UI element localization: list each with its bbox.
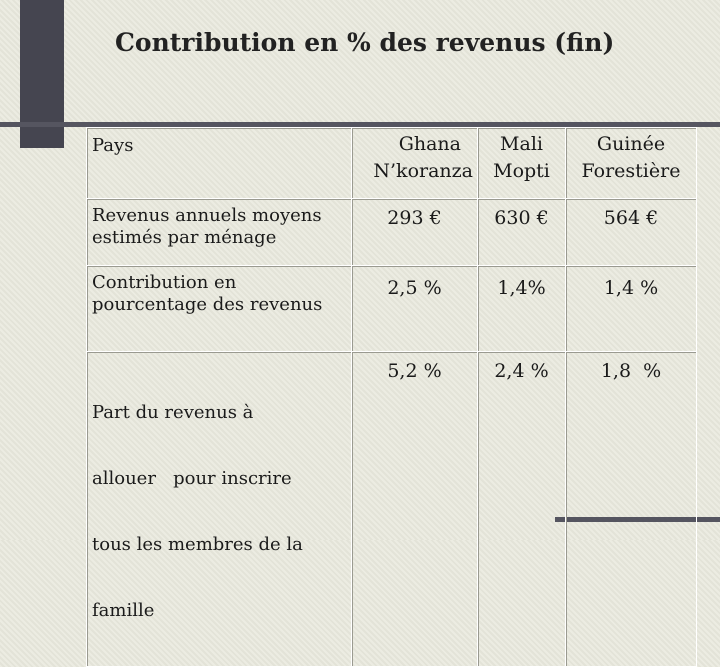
column-header-line2: N’koranza — [373, 160, 473, 182]
cell-value: 1,4 % — [603, 277, 659, 299]
row-label-line: allouer pour inscrire — [92, 468, 292, 489]
header-cell-guinee: Guinée Forestière — [565, 127, 697, 199]
header-cell-mali: Mali Mopti — [477, 127, 566, 199]
table-row: Contribution en pourcentage des revenus … — [86, 265, 697, 352]
column-header-line1: Mali — [500, 133, 543, 155]
value-cell: 5,2 % — [351, 351, 478, 667]
value-cell: 630 € — [477, 198, 566, 266]
row-label-cell: Contribution en pourcentage des revenus — [86, 265, 352, 352]
column-header-line1: Ghana — [398, 133, 461, 155]
value-cell: 1,8 % — [565, 351, 697, 667]
column-header-line1: Guinée — [596, 133, 666, 155]
row-label-line: estimés par ménage — [92, 227, 277, 248]
header-cell-pays: Pays — [86, 127, 352, 199]
cell-value: 1,8 % — [600, 360, 662, 382]
cell-value: 293 € — [387, 207, 442, 229]
row-label-line: Revenus annuels moyens — [92, 205, 322, 226]
cell-value: 630 € — [494, 207, 549, 229]
slide-title: Contribution en % des revenus (fin) — [115, 28, 615, 57]
cell-value: 1,4% — [497, 277, 546, 299]
header-cell-ghana: Ghana N’koranza — [351, 127, 478, 199]
row-header-label: Pays — [92, 135, 134, 156]
value-cell: 564 € — [565, 198, 697, 266]
table-header-row: Pays Ghana N’koranza Mali Mopti Guinée F… — [86, 127, 697, 199]
table-row: Revenus annuels moyens estimés par ménag… — [86, 198, 697, 266]
cell-value: 2,4 % — [494, 360, 549, 382]
cell-value: 564 € — [603, 207, 659, 229]
row-label-line: Part du revenus à — [92, 402, 254, 423]
value-cell: 293 € — [351, 198, 478, 266]
row-label-cell: Revenus annuels moyens estimés par ménag… — [86, 198, 352, 266]
value-cell: 2,4 % — [477, 351, 566, 667]
row-label-line: pourcentage des revenus — [92, 294, 323, 315]
cell-value: 2,5 % — [387, 277, 442, 299]
value-cell: 1,4 % — [565, 265, 697, 352]
table-row: Part du revenus à allouer pour inscrire … — [86, 351, 697, 667]
row-label-line: Contribution en — [92, 272, 237, 293]
cell-value: 5,2 % — [387, 360, 442, 382]
value-cell: 2,5 % — [351, 265, 478, 352]
row-label-line: tous les membres de la — [92, 534, 303, 555]
decorative-rule-top — [0, 122, 720, 127]
row-label-cell: Part du revenus à allouer pour inscrire … — [86, 351, 352, 667]
value-cell: 1,4% — [477, 265, 566, 352]
column-header-line2: Mopti — [493, 160, 550, 182]
column-header-line2: Forestière — [581, 160, 681, 182]
row-label-line: famille — [92, 600, 155, 621]
data-table: Pays Ghana N’koranza Mali Mopti Guinée F… — [86, 127, 697, 667]
